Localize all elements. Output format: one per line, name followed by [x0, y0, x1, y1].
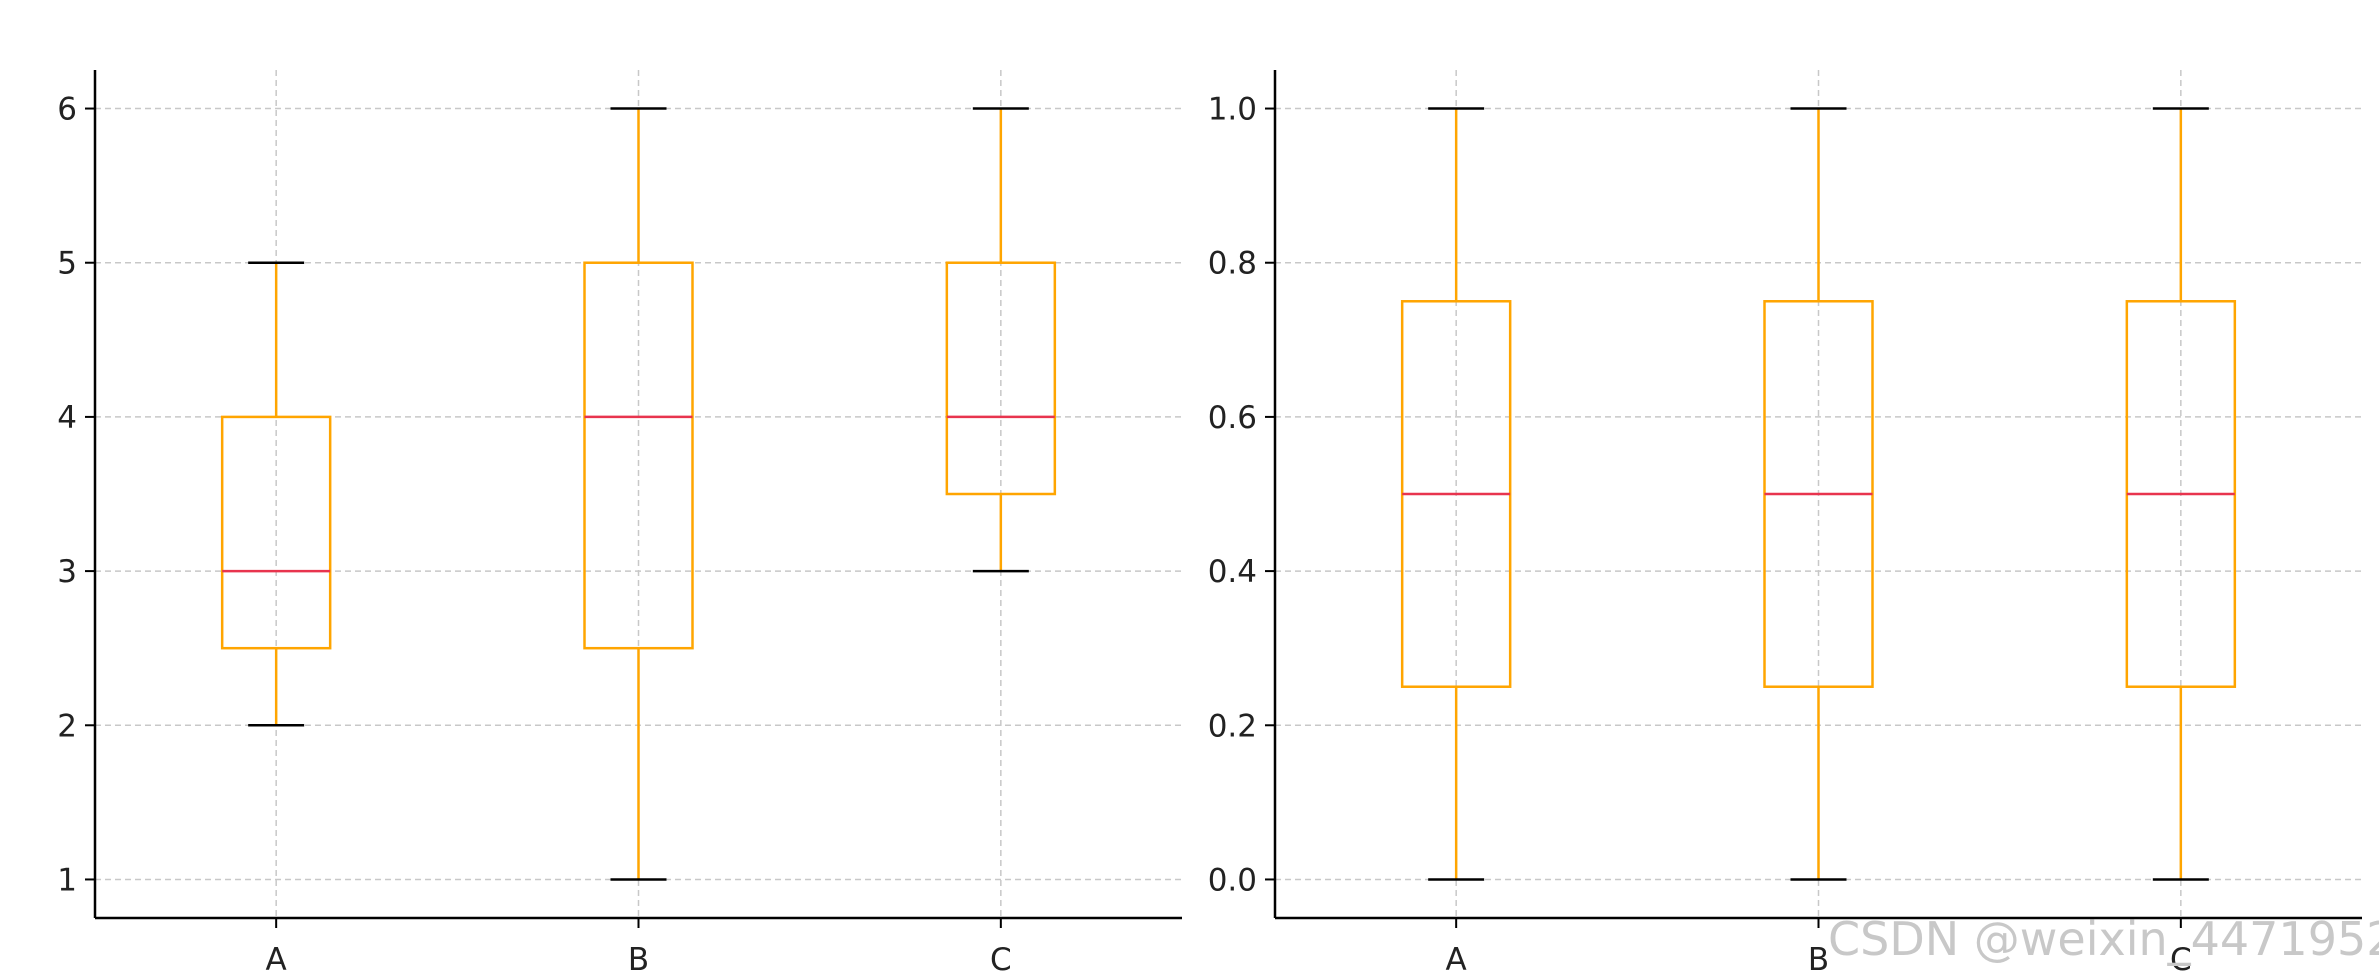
y-tick-label: 4: [57, 400, 77, 436]
box-B: [1763, 107, 1874, 881]
y-tick-label: 0.4: [1208, 554, 1257, 590]
x-tick-label: C: [2170, 942, 2192, 978]
y-tick-label: 0.0: [1208, 862, 1257, 898]
y-tick-label: 0.6: [1208, 400, 1257, 436]
y-tick-label: 3: [57, 554, 77, 590]
box-C: [2125, 107, 2237, 881]
y-tick-label: 1: [57, 862, 77, 898]
box-A: [1400, 107, 1512, 881]
chart-panel-2: 0.0 0.2 0.4 0.6 0.8 1.0 A B C: [1208, 70, 2362, 978]
x-tick-label: B: [1808, 942, 1829, 978]
x-tick-label: A: [1446, 942, 1467, 978]
box-A: [220, 261, 332, 727]
x-tick-label: B: [628, 942, 649, 978]
x-tick-label: A: [266, 942, 287, 978]
y-tick-label: 1.0: [1208, 92, 1257, 128]
chart-panel-1: 1 2 3 4 5 6 A B C: [57, 70, 1182, 978]
iqr-box: [583, 261, 694, 650]
iqr-box: [945, 261, 1057, 496]
y-tick-label: 6: [57, 92, 77, 128]
y-tick-label: 2: [57, 708, 77, 744]
y-tick-label: 0.2: [1208, 708, 1257, 744]
y-tick-label: 0.8: [1208, 246, 1257, 282]
watermark: CSDN @weixin_44719529: [1828, 912, 2379, 966]
box-B: [583, 107, 694, 881]
box-C: [945, 107, 1057, 573]
iqr-box: [220, 415, 332, 650]
y-tick-label: 5: [57, 246, 77, 282]
x-tick-label: C: [990, 942, 1012, 978]
